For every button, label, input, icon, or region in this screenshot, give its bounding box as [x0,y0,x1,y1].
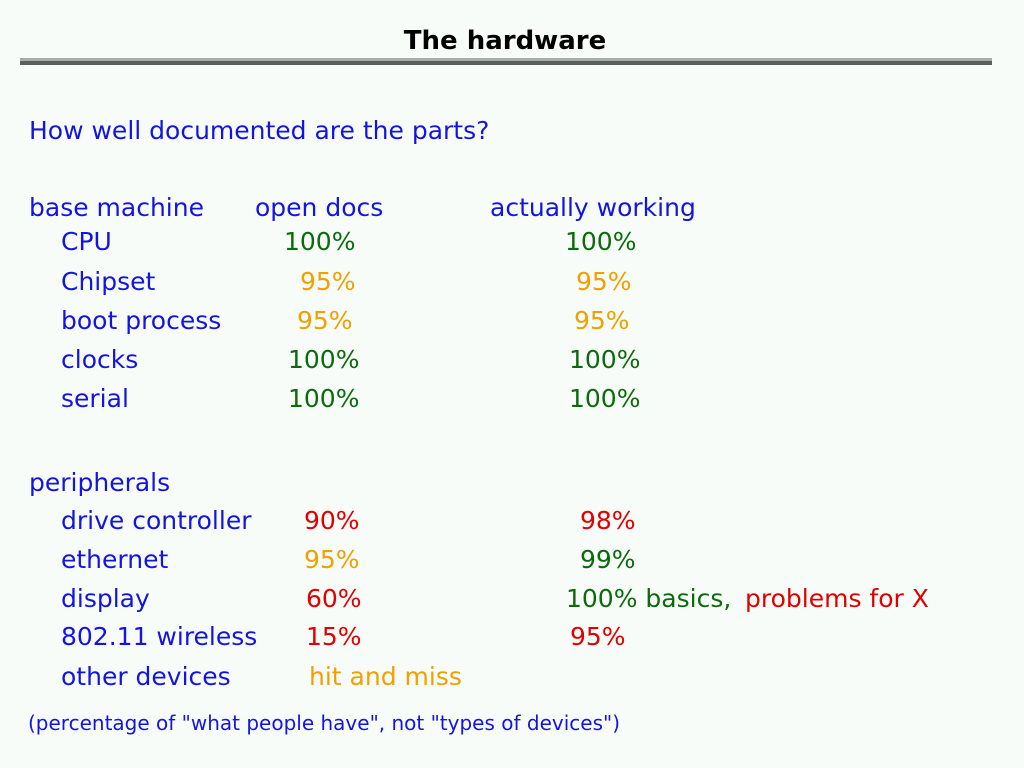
working-value: 100% [569,345,641,374]
working-value: 95% [576,267,632,296]
open-docs-value: 100% [288,345,360,374]
working-value: 95% [574,306,630,335]
row-label: 802.11 wireless [61,622,258,651]
open-docs-value: 60% [306,584,362,613]
open-docs-value: 15% [306,622,362,651]
working-value: 98% [580,506,636,535]
row-label: boot process [61,306,222,335]
open-docs-value: 95% [297,306,353,335]
open-docs-value: 90% [304,506,360,535]
row-label: clocks [61,345,139,374]
working-note: problems for X [745,584,929,613]
working-value: 100% [569,384,641,413]
slide-title: The hardware [403,26,607,56]
working-value: 100% basics, [566,584,732,613]
open-docs-value: 95% [300,267,356,296]
row-label: other devices [61,662,231,691]
footnote: (percentage of "what people have", not "… [28,711,620,735]
col-actually-working: actually working [490,193,696,222]
row-label: Chipset [61,267,156,296]
open-docs-value: 95% [304,545,360,574]
working-value: 100% [565,227,637,256]
title-divider [20,58,992,65]
row-label: drive controller [61,506,252,535]
working-value: 99% [580,545,636,574]
question: How well documented are the parts? [29,116,490,145]
row-label: display [61,584,150,613]
open-docs-value: 100% [284,227,356,256]
col-open-docs: open docs [255,193,384,222]
row-label: serial [61,384,129,413]
open-docs-value: hit and miss [309,662,462,691]
row-label: CPU [61,227,112,256]
section-base-machine: base machine [29,193,204,222]
row-label: ethernet [61,545,169,574]
section-peripherals: peripherals [29,468,171,497]
working-value: 95% [570,622,626,651]
open-docs-value: 100% [288,384,360,413]
